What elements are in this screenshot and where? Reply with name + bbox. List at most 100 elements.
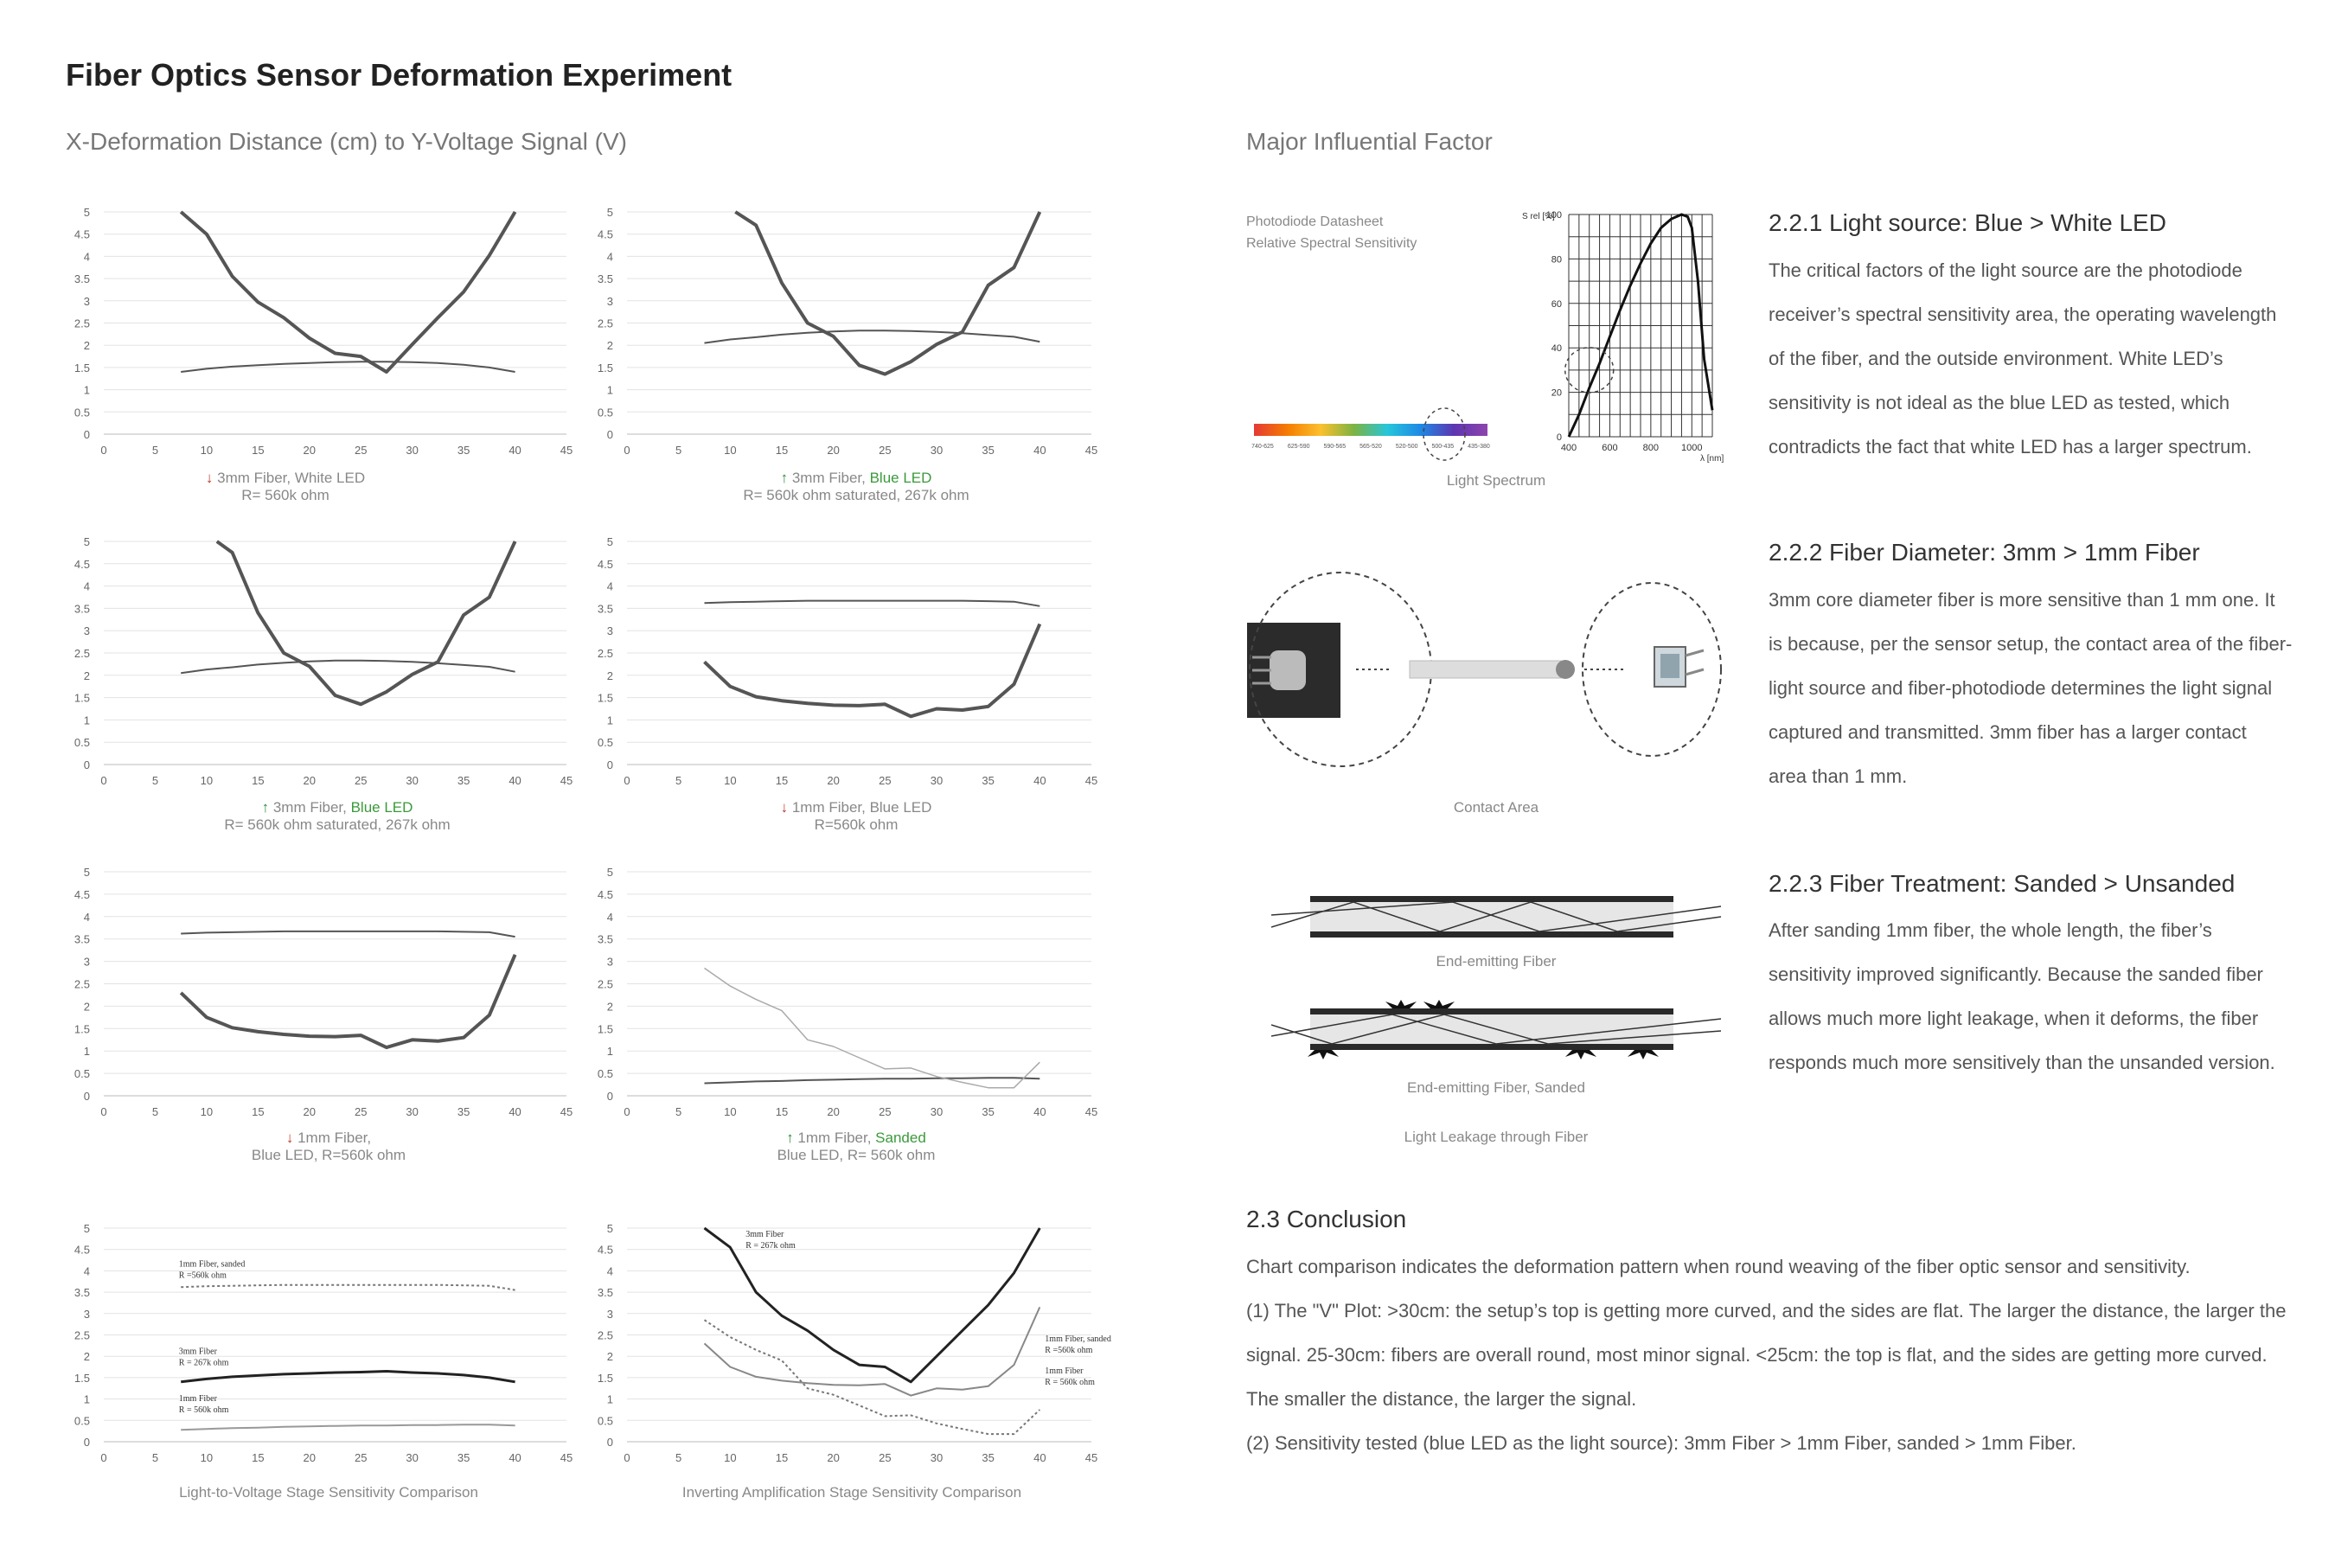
x-tick-label: 40 (509, 1105, 521, 1118)
x-tick-label: 35 (982, 774, 994, 787)
photodiode-sensitivity-chart: 0 20 40 60 80 100 400 600 800 1000 S rel [%] λ [nm]… (1251, 210, 1724, 464)
datasheet-x-tick: 800 (1643, 443, 1659, 453)
y-tick-label: 0 (84, 1090, 90, 1103)
x-tick-label: 15 (252, 774, 264, 787)
x-tick-label: 30 (931, 444, 943, 457)
x-tick-label: 5 (152, 774, 158, 787)
y-tick-label: 0 (607, 1090, 613, 1103)
spectrum-tick-label: 435-380 (1468, 444, 1490, 450)
y-tick-label: 1.5 (74, 1372, 90, 1385)
end-emitting-sanded-caption: End-emitting Fiber, Sanded (1406, 1079, 1585, 1096)
y-tick-label: 4 (84, 580, 90, 593)
series-line-2 (734, 210, 1042, 376)
x-tick-label: 5 (152, 1105, 158, 1118)
chart-7: 0 0.5 1 1.5 2 2.5 3 3.5 4 4.5 5 0 5 10 15 20 25 30 35 40 45 (74, 1222, 573, 1464)
x-tick-label: 35 (982, 1105, 994, 1118)
y-tick-label: 2.5 (598, 1329, 613, 1342)
chart-2: 0 0.5 1 1.5 2 2.5 3 3.5 4 4.5 5 0 5 10 15 20 25 30 35 40 45 (598, 206, 1097, 457)
section-body-light-source: The critical factors of the light source… (1769, 259, 2277, 458)
x-tick-label: 40 (1033, 774, 1046, 787)
x-tick-label: 15 (776, 774, 788, 787)
leak-star-icon (1628, 1050, 1659, 1059)
y-tick-label: 1.5 (74, 1022, 90, 1035)
end-emitting-fiber (1271, 896, 1722, 938)
y-tick-label: 0 (84, 1436, 90, 1449)
y-tick-label: 1 (607, 1045, 613, 1058)
down-arrow-icon: ↓ (780, 799, 789, 816)
y-tick-label: 3 (84, 295, 90, 308)
series-line-1 (181, 361, 515, 373)
datasheet-y-tick: 60 (1551, 299, 1562, 310)
spectrum-tick-label: 500-435 (1431, 444, 1454, 450)
x-tick-label: 35 (457, 1451, 470, 1464)
blue-spectrum-circle (1423, 407, 1466, 461)
y-tick-label: 2.5 (598, 647, 613, 660)
y-tick-label: 0.5 (598, 736, 613, 749)
up-arrow-icon: ↑ (786, 1130, 794, 1146)
y-tick-label: 0 (607, 1436, 613, 1449)
x-tick-label: 20 (304, 1451, 316, 1464)
datasheet-y-tick: 20 (1551, 388, 1562, 399)
x-tick-label: 15 (776, 444, 788, 457)
x-tick-label: 30 (931, 1105, 943, 1118)
x-tick-label: 20 (827, 1451, 839, 1464)
x-tick-label: 0 (100, 1451, 106, 1464)
series-label: R = 560k ohm (179, 1405, 229, 1415)
x-tick-label: 30 (406, 1105, 418, 1118)
fiber-leakage-diagram (1271, 896, 1722, 1059)
x-tick-label: 15 (252, 444, 264, 457)
x-tick-label: 25 (355, 1451, 367, 1464)
up-arrow-icon: ↑ (780, 470, 789, 486)
y-tick-label: 3 (607, 295, 613, 308)
series-line-3 (181, 1424, 515, 1431)
down-arrow-icon: ↓ (285, 1130, 294, 1146)
y-tick-label: 2.5 (74, 978, 90, 991)
x-tick-label: 30 (406, 444, 418, 457)
y-tick-label: 1.5 (598, 362, 613, 374)
series-line-1 (704, 599, 1040, 607)
x-tick-label: 5 (152, 444, 158, 457)
x-tick-label: 20 (827, 1105, 839, 1118)
series-label: R =560k ohm (179, 1270, 227, 1280)
x-tick-label: 35 (457, 774, 470, 787)
y-tick-label: 4.5 (74, 1244, 90, 1257)
y-tick-label: 4 (84, 250, 90, 263)
y-tick-label: 3 (84, 624, 90, 637)
x-tick-label: 30 (406, 1451, 418, 1464)
caption-chart-8: Inverting Amplification Stage Sensitivit… (681, 1484, 1022, 1501)
spectrum-tick-label: 520-500 (1396, 444, 1418, 450)
x-tick-label: 0 (100, 774, 106, 787)
x-tick-label: 10 (201, 444, 213, 457)
caption-chart-1: ↓ 3mm Fiber, White LED R= 560k ohm (205, 470, 366, 503)
x-tick-label: 45 (560, 1105, 573, 1118)
x-tick-label: 15 (776, 1105, 788, 1118)
y-tick-label: 3.5 (74, 933, 90, 946)
x-tick-label: 0 (100, 1105, 106, 1118)
caption-chart-6: ↑ 1mm Fiber, Sanded Blue LED, R= 560k oh… (777, 1130, 936, 1163)
y-tick-label: 1 (84, 1393, 90, 1406)
x-tick-label: 40 (509, 1451, 521, 1464)
x-tick-label: 5 (675, 444, 681, 457)
chart-8: 0 0.5 1 1.5 2 2.5 3 3.5 4 4.5 5 0 5 10 15 20 25 30 35 40 45 (598, 1222, 1097, 1464)
y-tick-label: 5 (84, 206, 90, 219)
y-tick-label: 0.5 (74, 1067, 90, 1080)
chart-6: 0 0.5 1 1.5 2 2.5 3 3.5 4 4.5 5 0 5 10 15 20 25 30 35 40 45 (598, 866, 1097, 1118)
y-tick-label: 1.5 (74, 362, 90, 374)
series-line-2 (703, 1319, 1040, 1436)
series-label: 1mm Fiber (1045, 1366, 1084, 1376)
y-tick-label: 0 (607, 758, 613, 771)
series-line-1 (181, 659, 515, 675)
y-tick-label: 3 (84, 1308, 90, 1321)
datasheet-y-tick: 0 (1557, 432, 1562, 443)
series-label: R =560k ohm (1045, 1346, 1092, 1355)
y-tick-label: 4 (607, 911, 613, 924)
y-tick-label: 3.5 (598, 933, 613, 946)
series-line-1 (704, 1077, 1040, 1085)
y-tick-label: 2 (607, 1000, 613, 1013)
x-tick-label: 25 (355, 774, 367, 787)
series-label: R = 267k ohm (745, 1241, 796, 1251)
x-tick-label: 5 (675, 1451, 681, 1464)
y-tick-label: 5 (84, 1222, 90, 1235)
y-tick-label: 4 (607, 250, 613, 263)
